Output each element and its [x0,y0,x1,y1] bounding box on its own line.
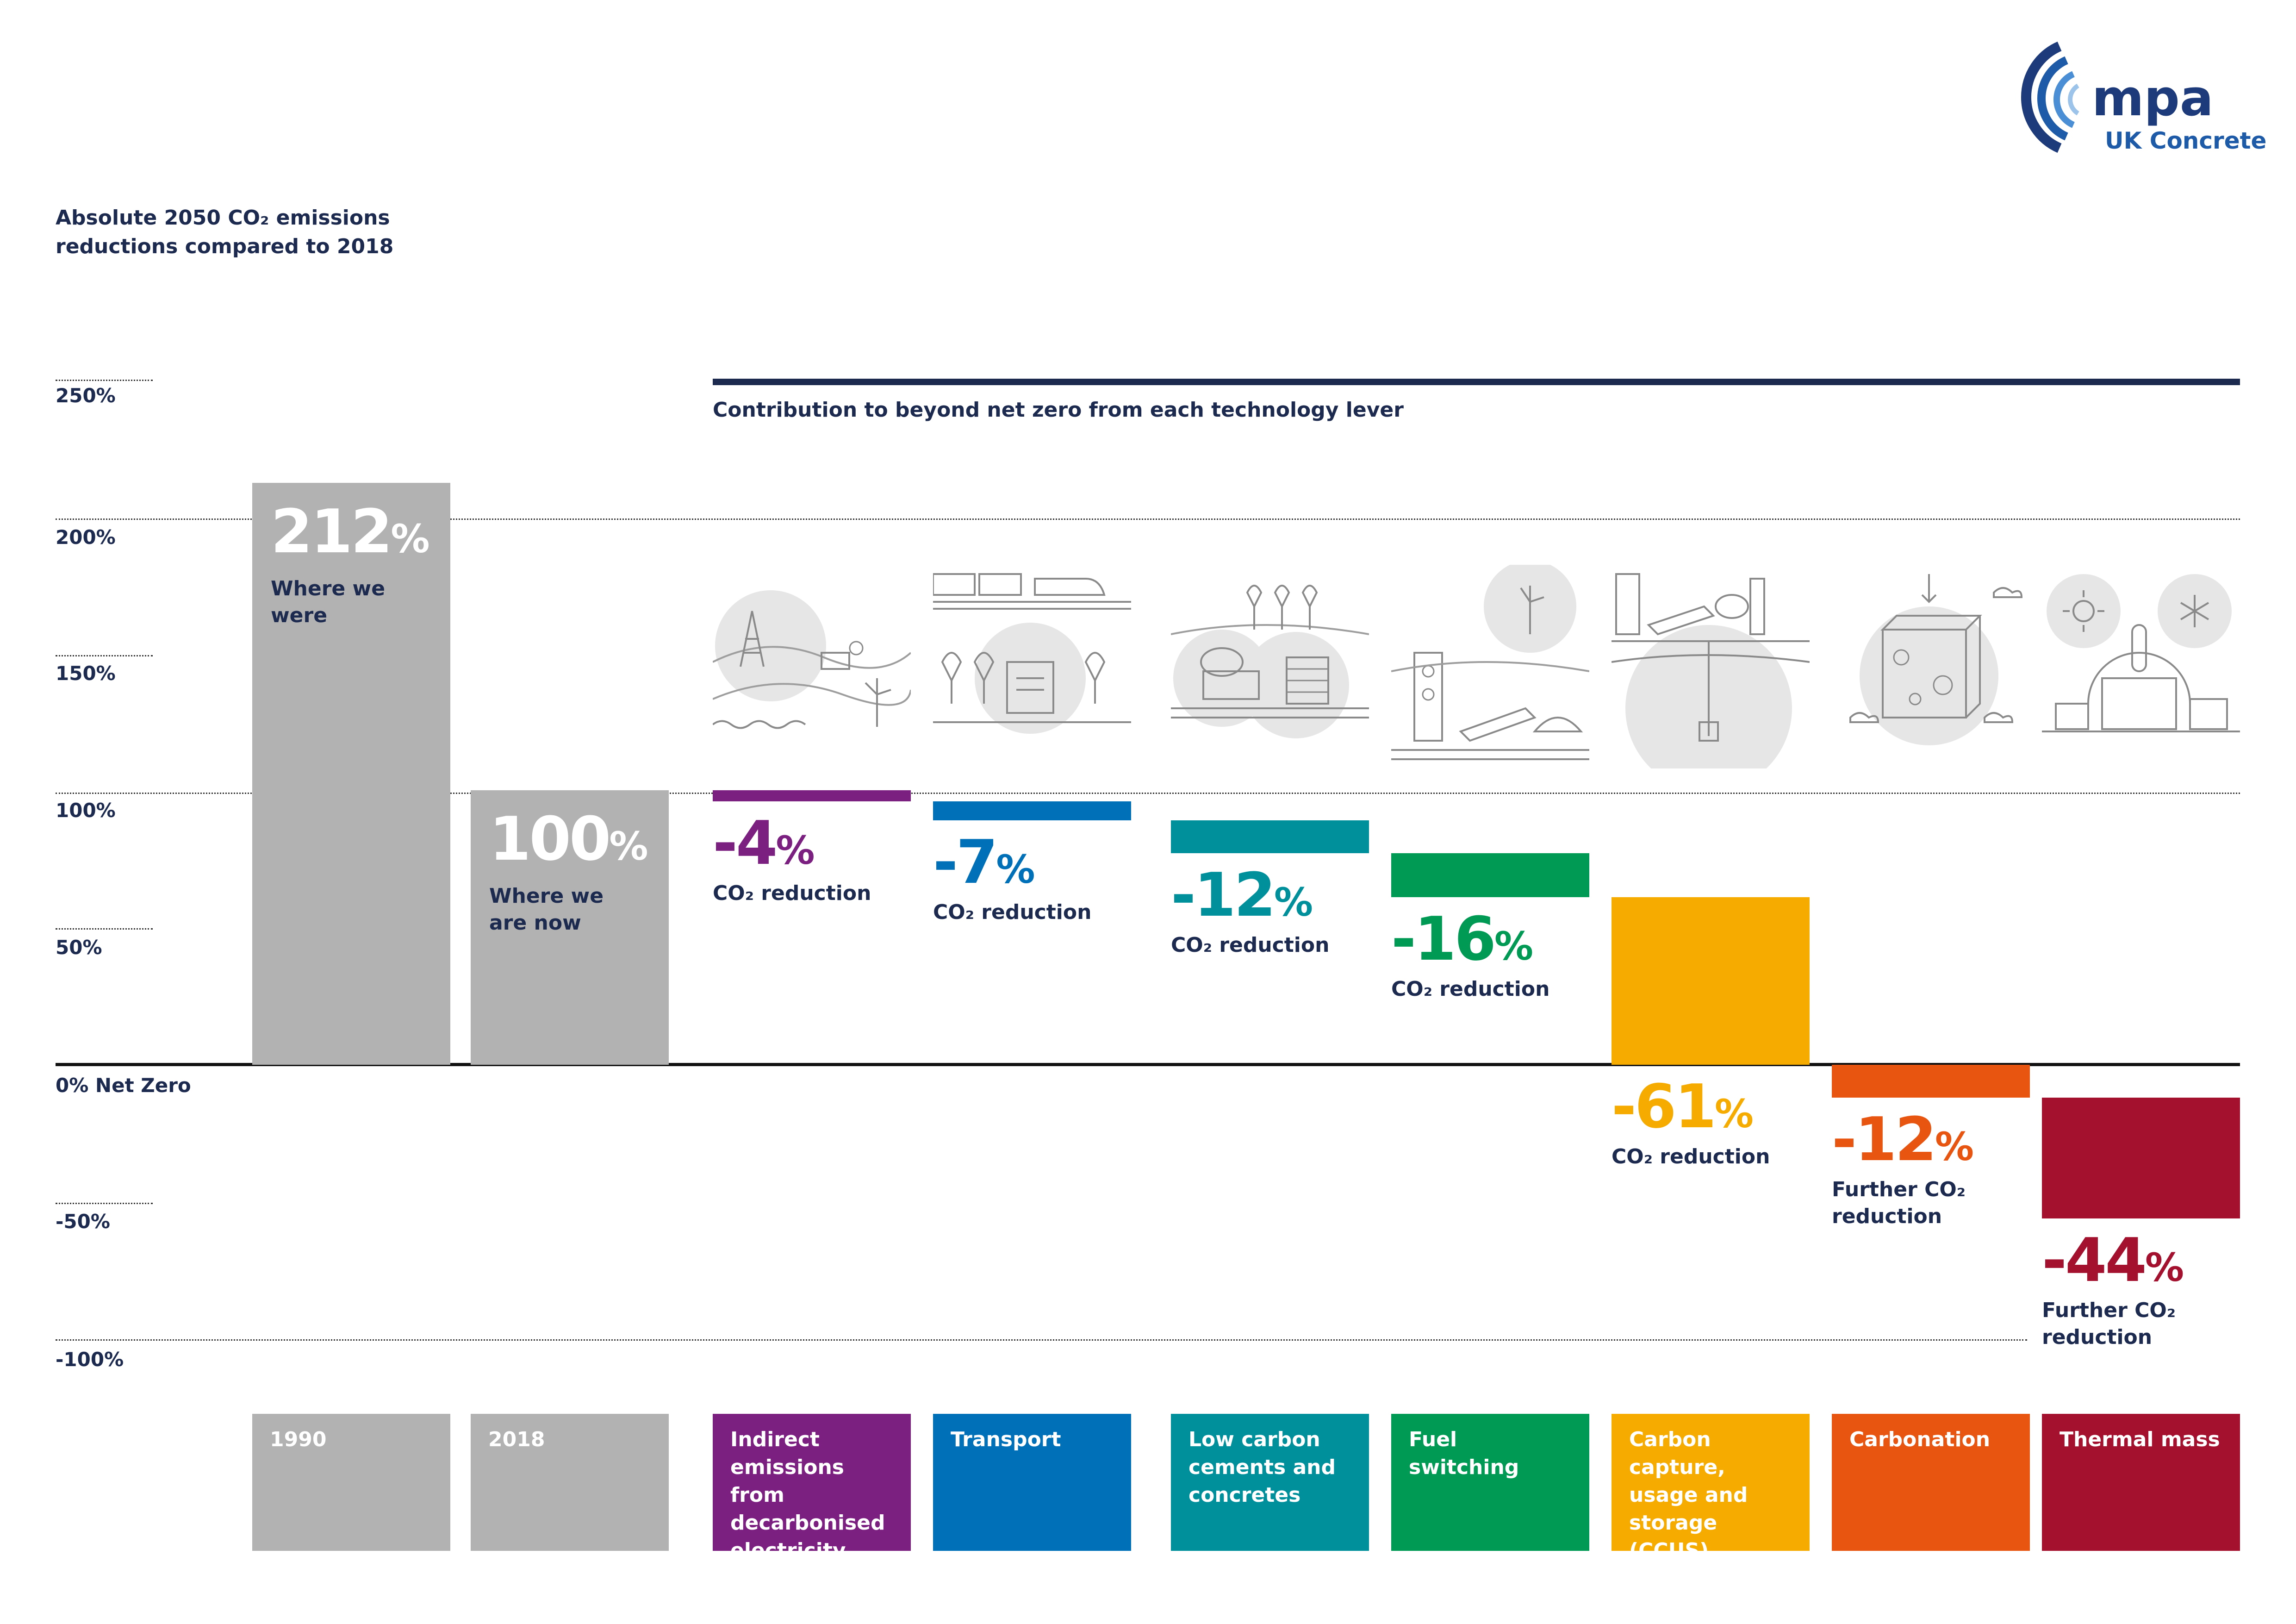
logo-word: mpa [2092,69,2214,127]
tick-label: -50% [56,1210,110,1233]
net-zero-axis [56,1063,2240,1066]
category-label: Carbon capture, usage and storage (CCUS) [1612,1414,1810,1562]
chart-bar [2042,1098,2240,1219]
data-label-percent: % [776,827,815,873]
electricity-illustration-icon [713,590,911,729]
lever-header-title: Contribution to beyond net zero from eac… [713,398,1404,422]
cement-illustration-icon [1171,585,1369,738]
data-label-value: -44 [2042,1225,2147,1296]
data-label-value: -12 [1171,860,1276,931]
data-label: -61% [1612,1076,1754,1144]
data-caption: Where we were [271,576,386,627]
data-label-percent: % [1274,880,1313,925]
tick-label: 200% [56,526,116,549]
tick-label: 250% [56,384,116,407]
category-label: Fuel switching [1391,1414,1589,1551]
data-label-percent: % [996,847,1035,893]
tick-label: -100% [56,1348,124,1371]
data-label-value: -16 [1391,904,1496,974]
category-label: 2018 [471,1414,669,1551]
chart-bar [252,482,450,1065]
data-label: 100% [489,809,648,876]
chart-bar [471,790,669,1065]
fuel-switching-illustration-icon [1391,565,1589,760]
data-label: -16% [1391,909,1533,976]
carbonation-illustration-icon [1849,574,2023,745]
gridline-minus-50 [56,1203,153,1204]
gridline-100 [56,793,2240,794]
data-label-value: 100 [489,804,611,874]
data-label-percent: % [391,516,430,562]
tick-label: 0% Net Zero [56,1074,191,1097]
data-label-percent: % [1935,1124,1974,1170]
data-label-percent: % [1494,924,1534,969]
data-caption: CO₂ reduction [713,881,871,905]
gridline-50 [56,928,153,930]
data-label: -7% [933,832,1035,899]
logo-subtitle: UK Concrete [2105,127,2267,154]
gridline-200 [56,518,2240,520]
data-caption: Further CO₂ reduction [2042,1299,2176,1349]
data-label: -12% [1832,1109,1974,1177]
chart-bar [1832,1065,2030,1098]
lever-header-rule [713,379,2240,385]
ccus-illustration-icon [1612,573,1810,768]
data-label-percent: % [2145,1245,2184,1291]
chart-bar [713,790,911,801]
data-label-percent: % [1714,1091,1754,1137]
category-label: Thermal mass [2042,1414,2240,1551]
tick-label: 50% [56,936,102,959]
gridline-minus-100 [56,1339,2027,1341]
logo-arcs-icon [2021,41,2079,153]
chart-bar [1391,853,1589,898]
data-label: 212% [271,501,430,569]
category-label: Indirect emissions from decarbonised ele… [713,1414,911,1562]
data-label-value: -4 [713,807,778,878]
category-label: 1990 [252,1414,450,1551]
data-caption: Further CO₂ reduction [1832,1178,1966,1229]
data-caption: Where we are now [489,884,604,935]
data-label-value: 212 [271,496,392,567]
gridline-250 [56,380,153,381]
data-label: -12% [1171,865,1313,932]
category-label: Carbonation [1832,1414,2030,1551]
chart-bar [1171,820,1369,854]
category-label: Low carbon cements and concretes [1171,1414,1369,1551]
data-label-value: -12 [1832,1104,1937,1175]
data-label: -44% [2042,1230,2184,1298]
data-caption: CO₂ reduction [1612,1145,1770,1168]
y-axis-title: Absolute 2050 CO₂ emissions reductions c… [56,206,394,258]
data-label: -4% [713,813,815,881]
chart-bar [1612,897,1810,1065]
data-caption: CO₂ reduction [1171,933,1330,957]
tick-label: 100% [56,799,116,822]
data-label-percent: % [609,824,648,869]
transport-illustration-icon [933,573,1131,734]
data-caption: CO₂ reduction [933,900,1092,924]
tick-label: 150% [56,662,116,685]
data-label-value: -7 [933,827,998,898]
gridline-150 [56,655,153,656]
thermal-mass-illustration-icon [2042,574,2240,732]
category-label: Transport [933,1414,1131,1551]
data-caption: CO₂ reduction [1391,977,1550,1001]
chart-bar [933,801,1131,821]
data-label-value: -61 [1612,1071,1717,1142]
